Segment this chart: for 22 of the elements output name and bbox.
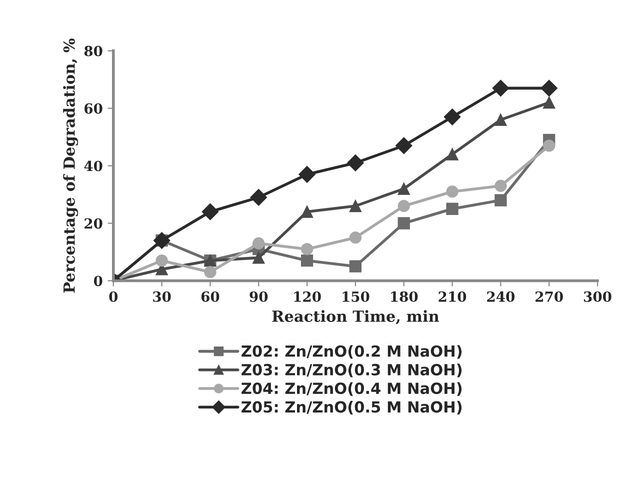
y-tick-label: 40 <box>84 160 102 172</box>
x-tick-label: 240 <box>487 291 515 302</box>
x-tick-label: 180 <box>391 291 418 302</box>
x-tick-label: 60 <box>201 291 220 302</box>
y-tick-label: 20 <box>84 218 102 229</box>
y-tick-label: 80 <box>84 46 102 56</box>
x-tick-label: 90 <box>250 291 268 302</box>
x-tick-label: 120 <box>294 291 321 302</box>
legend-label: Z04: Zn/ZnO(0.4 M NaOH) <box>242 382 462 396</box>
legend-label: Z05: Zn/ZnO(0.5 M NaOH) <box>242 400 462 414</box>
x-tick-label: 0 <box>109 291 118 302</box>
x-tick-label: 270 <box>536 291 563 302</box>
y-tick-label: 60 <box>84 103 102 114</box>
legend-label: Z02: Zn/ZnO(0.2 M NaOH) <box>242 345 462 359</box>
legend-label: Z03: Zn/ZnO(0.3 M NaOH) <box>242 364 462 378</box>
y-tick-label: 0 <box>94 276 102 286</box>
x-tick-label: 150 <box>342 291 370 302</box>
x-tick-label: 300 <box>584 291 612 302</box>
x-tick-label: 210 <box>438 291 466 302</box>
x-axis-title: Reaction Time, min <box>272 310 440 324</box>
x-tick-label: 30 <box>153 291 171 302</box>
y-axis-title: Percentage of Degradation, % <box>63 38 78 293</box>
